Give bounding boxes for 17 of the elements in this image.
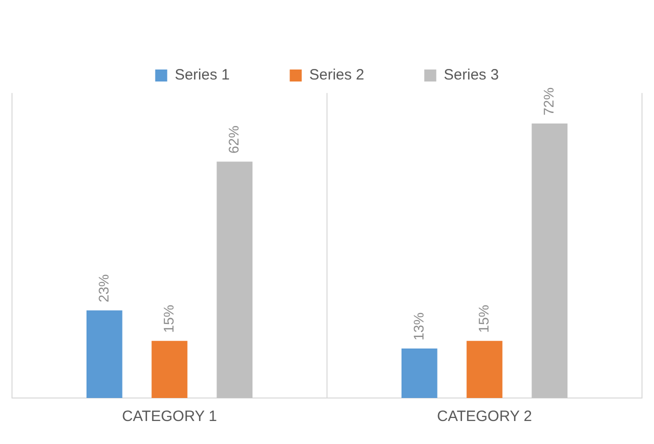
data-label: 15% <box>160 304 176 333</box>
bar <box>466 340 502 398</box>
x-tick-label: CATEGORY 1 <box>122 408 218 426</box>
x-tick-label: CATEGORY 2 <box>436 408 532 426</box>
bar <box>216 162 253 398</box>
bar <box>152 340 188 398</box>
data-label: 13% <box>410 312 426 340</box>
data-label: 23% <box>95 274 112 302</box>
data-label: 15% <box>475 304 492 333</box>
data-label: 72% <box>540 87 556 116</box>
bar <box>86 310 122 398</box>
legend-label: Series 2 <box>309 66 364 84</box>
data-label: 62% <box>225 126 242 154</box>
legend-label: Series 1 <box>174 66 230 84</box>
bar <box>532 124 568 398</box>
bar <box>402 348 438 398</box>
legend-label: Series 3 <box>444 66 499 84</box>
